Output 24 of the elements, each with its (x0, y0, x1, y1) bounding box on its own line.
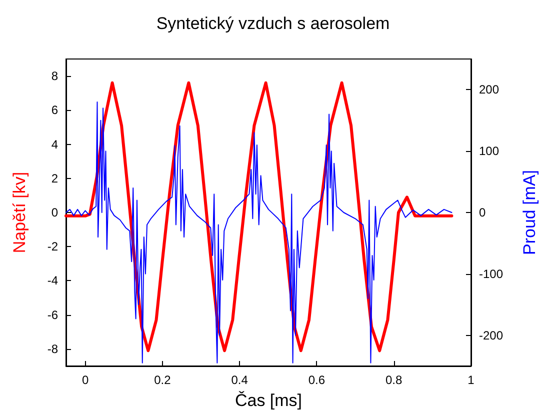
x-axis-title: Čas [ms] (234, 391, 302, 410)
y-tick-label: 6 (51, 103, 58, 118)
y-tick-label: 4 (51, 137, 58, 152)
y-tick-label: -8 (47, 342, 58, 356)
y-tick-label: 0 (51, 206, 58, 220)
y-axis-title: Napětí [kv] (10, 172, 29, 254)
x-tick-label: 0.8 (386, 373, 403, 387)
chart-title: Syntetický vzduch s aerosolem (156, 14, 390, 33)
y-tick-label: 2 (51, 171, 58, 186)
x-tick-label: 0 (82, 373, 89, 387)
y2-tick-label: -200 (479, 328, 504, 342)
x-tick-label: 1 (468, 373, 475, 387)
y2-tick-label: 0 (479, 206, 486, 220)
y2-tick-label: -100 (479, 266, 504, 281)
x-tick-label: 0.4 (231, 373, 248, 387)
y-tick-label: -6 (47, 308, 58, 322)
x-tick-label: 0.6 (308, 373, 326, 387)
y2-tick-label: 100 (479, 144, 500, 158)
y2-tick-label: 200 (479, 82, 500, 97)
y-tick-label: 8 (51, 69, 58, 84)
y-tick-label: -4 (47, 274, 58, 288)
y2-axis-title: Proud [mA] (520, 170, 539, 256)
y-tick-label: -2 (47, 240, 58, 254)
x-tick-label: 0.2 (154, 373, 172, 387)
